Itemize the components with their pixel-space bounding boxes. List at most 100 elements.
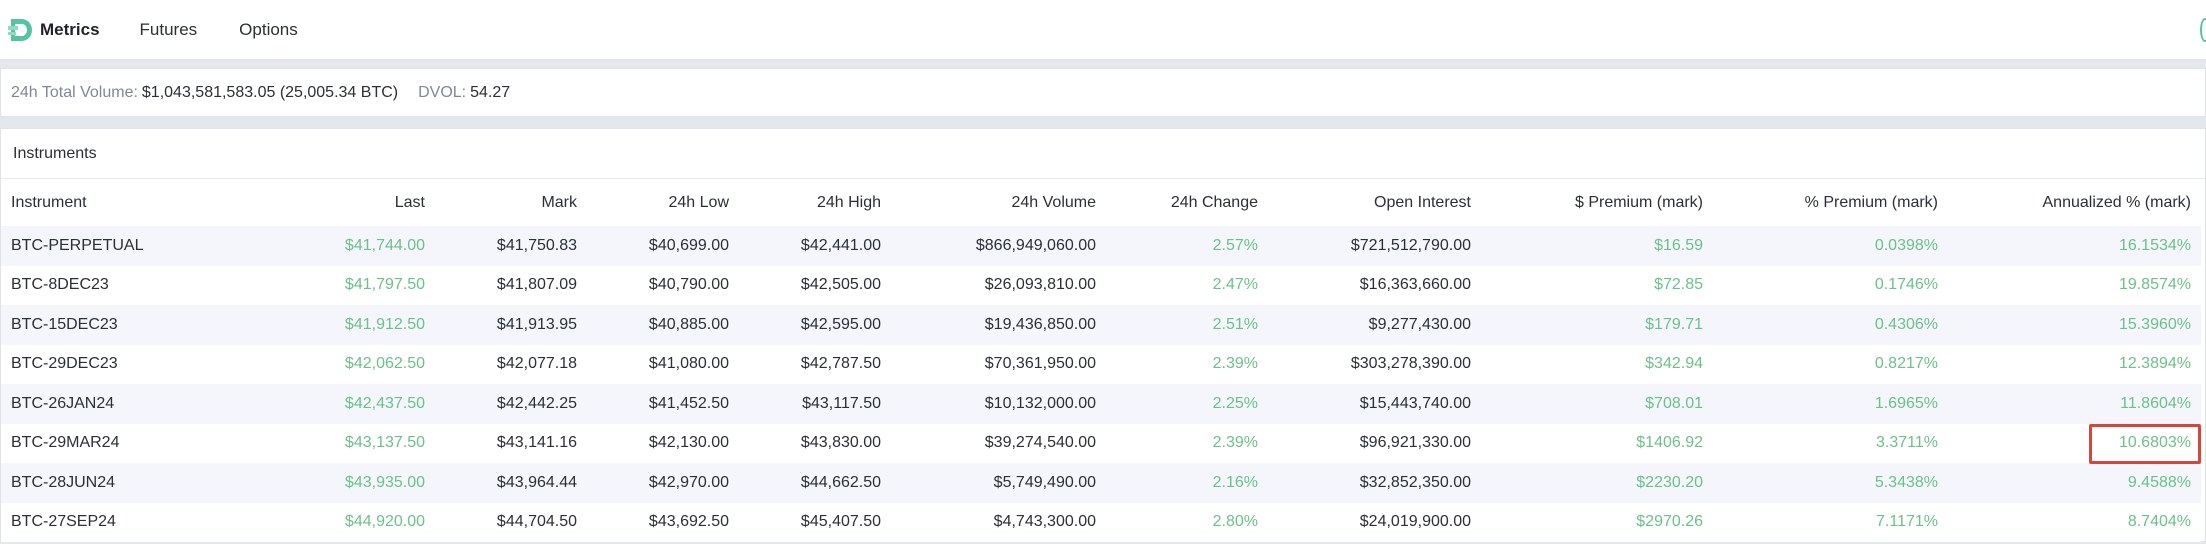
cell-high-24h: $42,787.50: [739, 344, 891, 384]
cell-annualized-pct: 10.6803%: [1948, 423, 2201, 464]
cell-mark: $44,704.50: [435, 502, 587, 542]
highlight-box: [2089, 423, 2201, 464]
cell-instrument: BTC-29MAR24: [1, 423, 237, 463]
cell-instrument: BTC-8DEC23: [1, 265, 237, 305]
highlighted-value: 10.6803%: [2118, 434, 2191, 452]
cell-premium-pct: 1.6965%: [1713, 384, 1948, 424]
cell-change-24h: 2.25%: [1106, 384, 1268, 424]
cell-mark: $43,964.44: [435, 463, 587, 503]
column-header-last[interactable]: Last: [394, 193, 425, 211]
total-volume-label: 24h Total Volume:: [11, 83, 138, 101]
cell-instrument: BTC-27SEP24: [1, 502, 237, 542]
cell-mark: $41,913.95: [435, 305, 587, 345]
top-navbar: Metrics Futures Options: [0, 0, 2206, 60]
cell-annualized-pct: 16.1534%: [1948, 226, 2201, 266]
cell-change-24h: 2.80%: [1106, 502, 1268, 542]
cell-annualized-pct: 12.3894%: [1948, 344, 2201, 384]
cell-volume-24h: $26,093,810.00: [891, 265, 1106, 305]
dvol-label: DVOL:: [418, 83, 467, 101]
cell-change-24h: 2.57%: [1106, 226, 1268, 266]
cell-open-interest: $721,512,790.00: [1268, 226, 1481, 266]
column-header-high-24h[interactable]: 24h High: [816, 193, 881, 211]
cell-last: $42,062.50: [237, 344, 435, 384]
cell-premium-usd: $1406.92: [1481, 423, 1713, 463]
cell-open-interest: $32,852,350.00: [1268, 463, 1481, 503]
cell-volume-24h: $39,274,540.00: [891, 423, 1106, 463]
dvol-value: 54.27: [470, 83, 511, 101]
cell-low-24h: $40,885.00: [587, 305, 739, 345]
column-header-open-interest[interactable]: Open Interest: [1374, 193, 1471, 211]
cell-instrument: BTC-28JUN24: [1, 463, 237, 503]
cell-premium-pct: 7.1171%: [1713, 502, 1948, 542]
cell-low-24h: $40,790.00: [587, 265, 739, 305]
table-row[interactable]: BTC-27SEP24 $44,920.00 $44,704.50 $43,692.5…: [1, 502, 2201, 542]
cell-change-24h: 2.16%: [1106, 463, 1268, 503]
instruments-title: Instruments: [1, 129, 2205, 179]
cell-change-24h: 2.51%: [1106, 305, 1268, 345]
cell-low-24h: $41,080.00: [587, 344, 739, 384]
cell-mark: $42,442.25: [435, 384, 587, 424]
cell-high-24h: $42,595.00: [739, 305, 891, 345]
table-row[interactable]: BTC-26JAN24 $42,437.50 $42,442.25 $41,452.5…: [1, 384, 2201, 424]
nav-options[interactable]: Options: [239, 19, 298, 39]
instruments-panel: Instruments Instrument Last Mark 24h Low 24h…: [0, 128, 2206, 542]
cell-change-24h: 2.39%: [1106, 423, 1268, 463]
cell-low-24h: $42,970.00: [587, 463, 739, 503]
cell-instrument: BTC-PERPETUAL: [1, 226, 237, 266]
brand-label: Metrics: [40, 19, 100, 39]
cell-volume-24h: $4,743,300.00: [891, 502, 1106, 542]
cell-premium-pct: 3.3711%: [1713, 423, 1948, 463]
cell-volume-24h: $866,949,060.00: [891, 226, 1106, 266]
cell-annualized-pct: 8.7404%: [1948, 502, 2201, 542]
table-row[interactable]: BTC-PERPETUAL $41,744.00 $41,750.83 $40,699…: [1, 226, 2201, 266]
column-header-volume-24h[interactable]: 24h Volume: [1011, 193, 1096, 211]
cell-premium-usd: $16.59: [1481, 226, 1713, 266]
cell-mark: $42,077.18: [435, 344, 587, 384]
cell-premium-pct: 5.3438%: [1713, 463, 1948, 503]
table-row[interactable]: BTC-29MAR24 $43,137.50 $43,141.16 $42,130.0…: [1, 423, 2201, 464]
cell-annualized-pct: 9.4588%: [1948, 463, 2201, 503]
brand[interactable]: Metrics: [8, 17, 100, 43]
column-header-premium-pct[interactable]: % Premium (mark): [1804, 193, 1938, 211]
cell-premium-pct: 0.4306%: [1713, 305, 1948, 345]
instruments-table: Instrument Last Mark 24h Low 24h High 24h Vol…: [1, 179, 2201, 542]
cell-open-interest: $9,277,430.00: [1268, 305, 1481, 345]
cell-premium-pct: 0.1746%: [1713, 265, 1948, 305]
cell-open-interest: $15,443,740.00: [1268, 384, 1481, 424]
total-volume-value: $1,043,581,583.05 (25,005.34 BTC): [141, 83, 399, 101]
cell-premium-usd: $179.71: [1481, 305, 1713, 345]
nav-futures[interactable]: Futures: [139, 19, 198, 39]
cell-premium-usd: $72.85: [1481, 265, 1713, 305]
cell-instrument: BTC-15DEC23: [1, 305, 237, 345]
cell-premium-pct: 0.8217%: [1713, 344, 1948, 384]
cell-high-24h: $45,407.50: [739, 502, 891, 542]
cell-annualized-pct: 11.8604%: [1948, 384, 2201, 424]
cell-open-interest: $96,921,330.00: [1268, 423, 1481, 463]
column-header-mark[interactable]: Mark: [541, 193, 577, 211]
cell-low-24h: $43,692.50: [587, 502, 739, 542]
cell-premium-usd: $2970.26: [1481, 502, 1713, 542]
table-row[interactable]: BTC-28JUN24 $43,935.00 $43,964.44 $42,970.0…: [1, 463, 2201, 503]
column-header-low-24h[interactable]: 24h Low: [668, 193, 730, 211]
cell-last: $44,920.00: [237, 502, 435, 542]
table-row[interactable]: BTC-15DEC23 $41,912.50 $41,913.95 $40,885.0…: [1, 305, 2201, 345]
cell-low-24h: $41,452.50: [587, 384, 739, 424]
cell-high-24h: $42,441.00: [739, 226, 891, 266]
cell-last: $43,935.00: [237, 463, 435, 503]
column-header-instrument[interactable]: Instrument: [11, 193, 87, 211]
cell-premium-usd: $708.01: [1481, 384, 1713, 424]
cell-volume-24h: $10,132,000.00: [891, 384, 1106, 424]
account-icon[interactable]: [2200, 18, 2206, 42]
table-row[interactable]: BTC-29DEC23 $42,062.50 $42,077.18 $41,080.0…: [1, 344, 2201, 384]
cell-volume-24h: $19,436,850.00: [891, 305, 1106, 345]
column-header-premium-usd[interactable]: $ Premium (mark): [1574, 193, 1703, 211]
column-header-change-24h[interactable]: 24h Change: [1170, 193, 1258, 211]
cell-last: $41,912.50: [237, 305, 435, 345]
column-header-annualized-pct[interactable]: Annualized % (mark): [2042, 193, 2192, 211]
table-row[interactable]: BTC-8DEC23 $41,797.50 $41,807.09 $40,790.00…: [1, 265, 2201, 305]
cell-high-24h: $42,505.00: [739, 265, 891, 305]
cell-volume-24h: $70,361,950.00: [891, 344, 1106, 384]
cell-last: $41,744.00: [237, 226, 435, 266]
cell-open-interest: $16,363,660.00: [1268, 265, 1481, 305]
cell-last: $41,797.50: [237, 265, 435, 305]
